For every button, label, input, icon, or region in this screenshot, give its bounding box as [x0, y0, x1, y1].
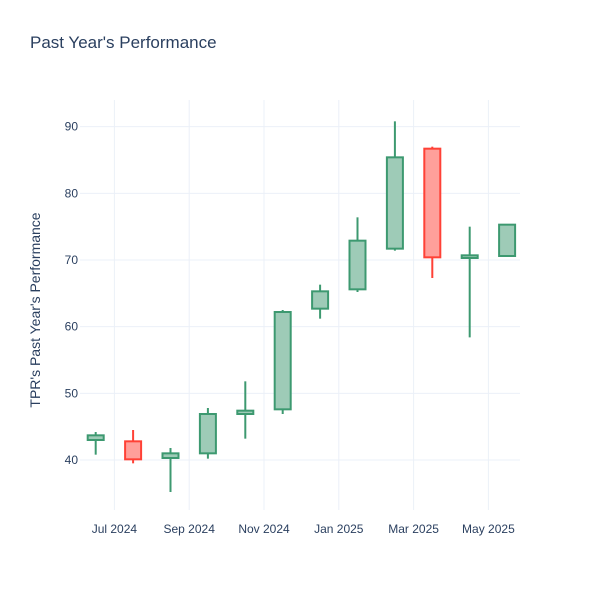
candle [124, 430, 143, 464]
candle-layer [86, 121, 517, 492]
candle [423, 146, 442, 278]
candle [348, 217, 367, 292]
candle-body [124, 440, 143, 461]
candle [498, 223, 517, 258]
candle [86, 432, 105, 455]
candle [236, 381, 255, 439]
candle [311, 284, 330, 319]
candle-body [498, 223, 517, 258]
y-tick-label: 40 [65, 453, 79, 467]
candle-body [236, 409, 255, 415]
x-tick-labels: Jul 2024 Sep 2024 Nov 2024 Jan 2025 Mar 2025… [92, 522, 515, 536]
candle-body [273, 311, 292, 411]
candle [161, 448, 180, 492]
candle [273, 310, 292, 414]
y-tick-label: 60 [65, 320, 79, 334]
x-tick-label: Jul 2024 [92, 522, 138, 536]
candle-body [460, 254, 479, 259]
candle-body [198, 413, 217, 455]
x-tick-label: May 2025 [462, 522, 515, 536]
y-tick-label: 50 [65, 386, 79, 400]
candle-body [86, 434, 105, 442]
grid-layer [80, 100, 520, 510]
candle [198, 408, 217, 459]
x-tick-label: Sep 2024 [164, 522, 216, 536]
candle [460, 226, 479, 338]
y-tick-labels: 40 50 60 70 80 90 [65, 120, 79, 467]
chart-title: Past Year's Performance [30, 33, 217, 52]
y-tick-label: 70 [65, 253, 79, 267]
y-tick-label: 80 [65, 186, 79, 200]
x-tick-label: Jan 2025 [314, 522, 364, 536]
candle-body [385, 156, 404, 250]
y-axis-title: TPR's Past Year's Performance [27, 212, 43, 407]
x-tick-label: Mar 2025 [388, 522, 439, 536]
candle-body [161, 452, 180, 460]
candle-body [423, 147, 442, 259]
x-tick-label: Nov 2024 [238, 522, 290, 536]
candle-body [348, 239, 367, 291]
candle [385, 121, 404, 251]
candle-body [311, 290, 330, 310]
y-tick-label: 90 [65, 120, 79, 134]
